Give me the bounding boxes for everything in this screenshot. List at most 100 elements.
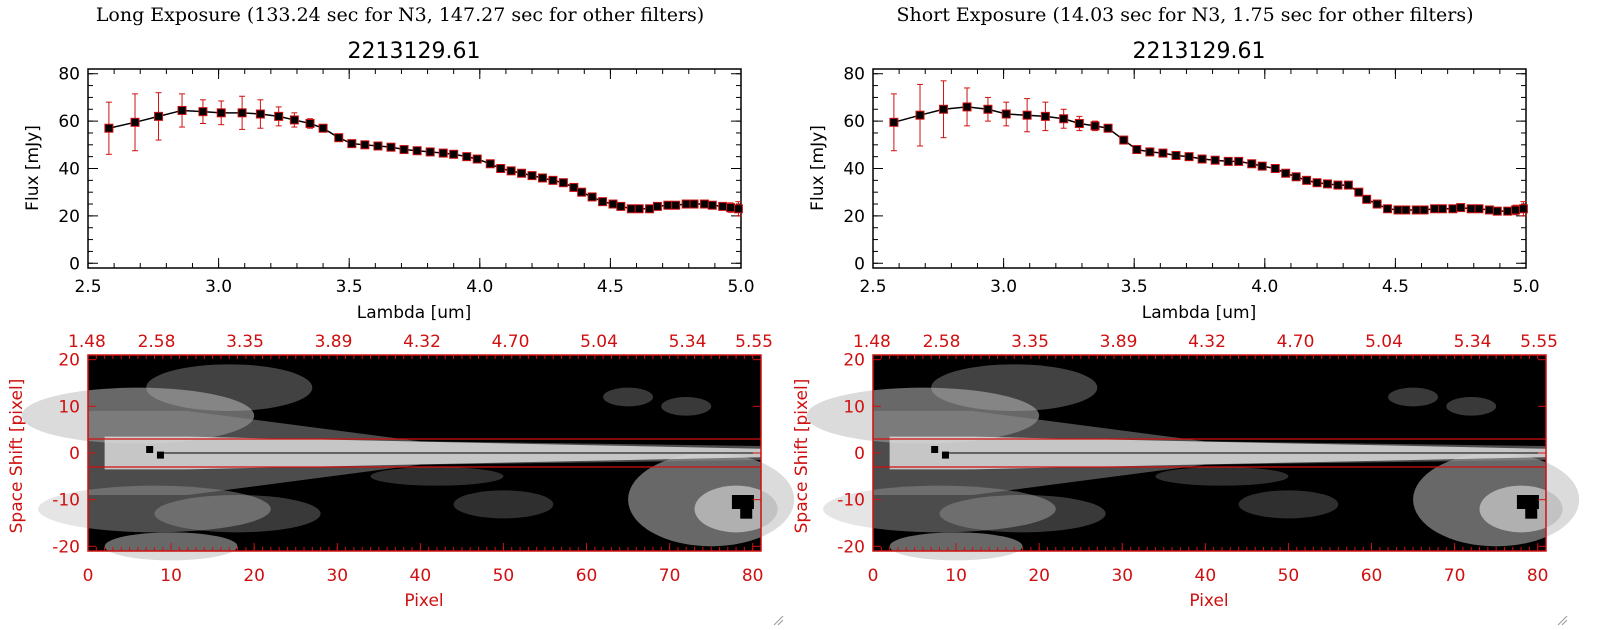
data-point bbox=[1302, 175, 1312, 185]
bad-pixel bbox=[931, 446, 939, 453]
x-tick-label: 3.5 bbox=[336, 277, 363, 297]
bad-pixel bbox=[941, 451, 949, 459]
y-tick-label: 60 bbox=[58, 112, 80, 132]
wavelength-tick-label: 3.89 bbox=[1100, 332, 1138, 352]
data-point bbox=[587, 192, 597, 202]
data-point bbox=[1132, 145, 1142, 155]
wavelength-tick-label: 4.32 bbox=[403, 332, 441, 352]
data-point bbox=[1466, 204, 1476, 214]
pixel-tick-label: 10 bbox=[160, 566, 182, 586]
y-tick-label: 0 bbox=[69, 254, 80, 274]
data-point bbox=[718, 201, 728, 211]
resize-grip-icon[interactable] bbox=[1556, 614, 1568, 626]
data-point bbox=[438, 148, 448, 158]
shift-tick-label: 10 bbox=[843, 397, 865, 417]
data-point bbox=[399, 145, 409, 155]
bad-pixel bbox=[156, 451, 164, 459]
image-feature bbox=[370, 467, 504, 486]
x-tick-label: 3.5 bbox=[1121, 277, 1148, 297]
data-point bbox=[347, 139, 357, 149]
data-point bbox=[962, 102, 972, 112]
pixel-tick-label: 60 bbox=[576, 566, 598, 586]
wavelength-tick-label: 5.04 bbox=[580, 332, 618, 352]
data-point bbox=[237, 108, 247, 118]
bad-pixel bbox=[1516, 495, 1539, 509]
data-point bbox=[1372, 199, 1382, 209]
wavelength-tick-label: 5.04 bbox=[1365, 332, 1403, 352]
data-point bbox=[485, 159, 495, 169]
data-point bbox=[1518, 204, 1528, 214]
spectrum-y-axis-label: Flux [mJy] bbox=[23, 125, 43, 211]
data-point bbox=[1362, 194, 1372, 204]
data-point bbox=[318, 123, 328, 133]
wavelength-tick-label: 4.32 bbox=[1188, 332, 1226, 352]
short-exposure-panel: Short Exposure (14.03 sec for N3, 1.75 s… bbox=[785, 0, 1585, 630]
y-tick-label: 60 bbox=[843, 112, 865, 132]
x-tick-label: 2.5 bbox=[74, 277, 101, 297]
pixel-tick-label: 80 bbox=[1527, 566, 1549, 586]
y-tick-label: 0 bbox=[854, 254, 865, 274]
data-point bbox=[707, 200, 717, 210]
bad-pixel bbox=[146, 446, 154, 453]
y-tick-label: 80 bbox=[843, 65, 865, 85]
image-feature bbox=[931, 364, 1098, 411]
image-feature bbox=[1155, 467, 1289, 486]
data-point bbox=[198, 107, 208, 117]
short-exposure-figure: 2213129.61 2.5 3.0 3.5 4.0 4.5 5.0 0 20 40 60 80 L… bbox=[792, 39, 1580, 611]
exposure-title: Short Exposure (14.03 sec for N3, 1.75 s… bbox=[896, 4, 1474, 26]
data-point bbox=[577, 187, 587, 197]
x-tick-label: 5.0 bbox=[727, 277, 754, 297]
wavelength-tick-label: 1.48 bbox=[68, 332, 106, 352]
data-point bbox=[1184, 152, 1194, 162]
data-point bbox=[1322, 179, 1332, 189]
data-point bbox=[1090, 121, 1100, 131]
spectrum-chart-title: 2213129.61 bbox=[348, 39, 481, 64]
spectrum-frame bbox=[872, 68, 1527, 269]
data-point bbox=[548, 175, 558, 185]
spectrum-chart-title: 2213129.61 bbox=[1133, 39, 1266, 64]
data-point bbox=[1257, 161, 1267, 171]
data-point bbox=[1448, 204, 1458, 214]
data-point bbox=[274, 111, 284, 121]
pixel-tick-label: 80 bbox=[742, 566, 764, 586]
data-point bbox=[449, 149, 459, 159]
data-point bbox=[626, 204, 636, 214]
data-point bbox=[1247, 159, 1257, 169]
shift-tick-label: 20 bbox=[843, 351, 865, 371]
x-tick-label: 5.0 bbox=[1512, 277, 1539, 297]
data-point bbox=[1511, 205, 1521, 215]
spectrum-plot: 2.5 3.0 3.5 4.0 4.5 5.0 0 20 40 60 80 bbox=[843, 65, 1539, 297]
spectrum-line bbox=[893, 106, 1524, 212]
pixel-tick-label: 10 bbox=[945, 566, 967, 586]
x-tick-label: 4.5 bbox=[597, 277, 624, 297]
resize-grip-icon[interactable] bbox=[772, 614, 784, 626]
data-point bbox=[1197, 154, 1207, 164]
data-point bbox=[569, 182, 579, 192]
data-point bbox=[1145, 147, 1155, 157]
pixel-tick-label: 70 bbox=[659, 566, 681, 586]
shift-tick-label: 20 bbox=[58, 351, 80, 371]
bad-pixel bbox=[1525, 506, 1538, 519]
pixel-tick-label: 50 bbox=[493, 566, 515, 586]
data-point bbox=[598, 197, 608, 207]
image-feature bbox=[453, 490, 554, 519]
data-point bbox=[699, 199, 709, 209]
shift-tick-label: -10 bbox=[837, 491, 865, 511]
shift-tick-label: -20 bbox=[52, 537, 80, 557]
data-point bbox=[412, 146, 422, 156]
x-tick-label: 4.0 bbox=[1251, 277, 1278, 297]
wavelength-tick-label: 2.58 bbox=[923, 332, 961, 352]
data-point bbox=[496, 164, 506, 173]
data-point bbox=[1074, 118, 1084, 128]
data-point bbox=[130, 117, 140, 127]
data-point bbox=[733, 204, 743, 214]
y-tick-label: 40 bbox=[58, 160, 80, 180]
data-point bbox=[1312, 178, 1322, 188]
pixel-tick-label: 0 bbox=[83, 566, 94, 586]
image-feature bbox=[603, 387, 653, 407]
data-point bbox=[1103, 123, 1113, 133]
image-feature bbox=[1446, 397, 1497, 416]
wavelength-tick-label: 5.55 bbox=[735, 332, 773, 352]
pixel-tick-label: 40 bbox=[1195, 566, 1217, 586]
data-point bbox=[1270, 164, 1280, 173]
